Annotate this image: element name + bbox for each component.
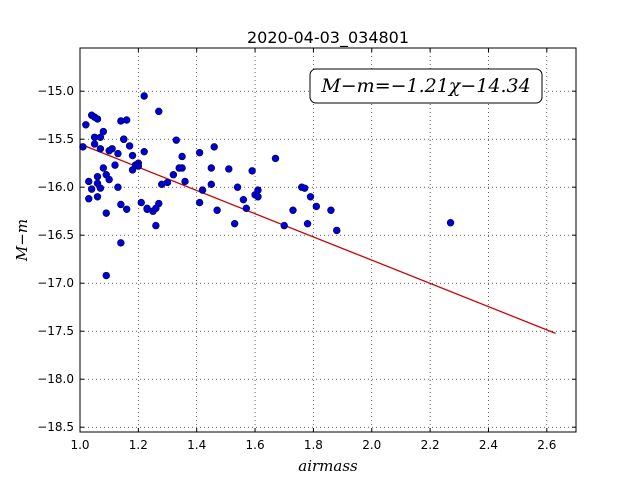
data-point: [102, 271, 110, 280]
y-tick-label: −18.5: [37, 420, 74, 434]
x-tick-label: 1.4: [187, 438, 206, 452]
data-point: [143, 204, 151, 213]
data-point: [181, 177, 189, 186]
data-point: [198, 186, 207, 194]
data-point: [99, 164, 108, 172]
data-point: [137, 198, 145, 207]
data-point: [82, 121, 90, 129]
data-point: [333, 226, 341, 235]
data-point: [152, 204, 160, 213]
grid-lines: [79, 48, 576, 432]
data-point: [233, 183, 242, 191]
axis-ticks: 1.0 1.2 1.4 1.6 1.8 2.0 2.2 2.4 2.6 −15.0 −15.5 −16…: [37, 48, 576, 452]
data-point: [79, 143, 87, 151]
y-tick-label: −15.5: [37, 132, 74, 146]
data-point: [207, 164, 215, 172]
data-point: [172, 136, 180, 144]
data-point: [254, 186, 262, 194]
data-point: [105, 175, 113, 184]
data-point: [125, 142, 134, 150]
data-point: [169, 171, 178, 179]
data-point: [117, 239, 125, 247]
data-point: [96, 184, 105, 192]
data-point: [225, 165, 233, 173]
data-point: [163, 178, 172, 187]
data-point: [128, 151, 137, 160]
data-point: [178, 164, 186, 172]
y-tick-label: −16.0: [37, 180, 74, 194]
x-tick-label: 1.2: [129, 438, 148, 452]
data-point: [446, 219, 455, 227]
data-point: [111, 161, 119, 169]
data-point: [96, 145, 105, 153]
x-tick-label: 2.0: [362, 438, 381, 452]
data-point: [120, 135, 128, 143]
y-tick-label: −18.0: [37, 372, 74, 386]
data-point: [102, 209, 110, 217]
data-point: [99, 127, 108, 136]
y-tick-label: −16.5: [37, 228, 74, 242]
x-tick-label: 1.0: [70, 438, 89, 452]
data-point: [306, 193, 315, 201]
chart-title: 2020-04-03_034801: [247, 28, 409, 48]
data-point: [300, 184, 309, 192]
y-tick-label: −17.5: [37, 324, 74, 338]
data-point: [207, 180, 215, 189]
data-point: [152, 221, 160, 230]
data-point: [210, 143, 218, 151]
data-point: [271, 154, 280, 163]
data-point: [248, 167, 256, 175]
data-point: [114, 183, 122, 191]
data-point: [134, 162, 143, 170]
equation-label: M−m=−1.21χ−14.34: [320, 75, 530, 97]
data-point: [195, 148, 204, 157]
data-point: [178, 152, 186, 161]
x-tick-label: 2.4: [479, 438, 498, 452]
data-point: [93, 115, 102, 123]
data-point: [280, 221, 288, 230]
equation-box: [309, 68, 543, 104]
data-point: [303, 219, 312, 228]
data-point: [96, 133, 105, 141]
data-point: [140, 92, 148, 100]
data-point: [230, 219, 239, 228]
data-point: [85, 177, 93, 186]
y-axis-label: M−m: [13, 219, 31, 262]
data-point: [117, 200, 125, 209]
data-point: [90, 140, 99, 148]
data-points: [79, 92, 455, 280]
data-point: [93, 193, 102, 201]
data-point: [195, 198, 204, 207]
x-tick-label: 1.6: [246, 438, 265, 452]
data-point: [312, 202, 321, 211]
data-point: [155, 107, 163, 116]
data-point: [85, 195, 93, 203]
data-point: [122, 205, 131, 213]
x-axis-label: airmass: [298, 457, 358, 475]
data-point: [114, 149, 122, 158]
plot-frame: [79, 47, 577, 433]
data-point: [140, 147, 148, 156]
fit-line-group: [79, 143, 556, 334]
data-point: [289, 206, 297, 214]
x-tick-label: 2.6: [537, 438, 556, 452]
data-point: [117, 117, 125, 125]
data-point: [213, 206, 221, 214]
data-point: [87, 185, 96, 193]
fit-line: [79, 143, 556, 334]
data-point: [105, 147, 113, 155]
data-point: [93, 172, 102, 181]
data-point: [239, 195, 248, 204]
x-tick-label: 2.2: [421, 438, 440, 452]
data-point: [242, 204, 251, 213]
y-tick-label: −15.0: [37, 84, 74, 98]
data-point: [254, 193, 262, 201]
x-tick-label: 1.8: [304, 438, 323, 452]
data-point: [327, 206, 335, 214]
y-tick-label: −17.0: [37, 276, 74, 290]
